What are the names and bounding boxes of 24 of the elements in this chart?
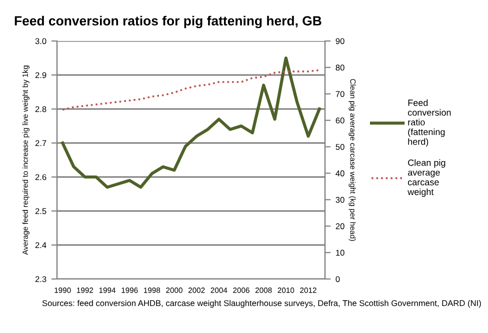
y2-tick-label: 20 (336, 223, 344, 230)
y2-tick-label: 40 (336, 170, 344, 176)
y2-tick-label: 60 (336, 118, 344, 124)
chart-title: Feed conversion ratios for pig fattening herd, GB (14, 16, 322, 28)
y2-tick-label: 90 (336, 38, 344, 44)
line-series (62, 69, 320, 111)
y2-tick-label: 70 (336, 91, 344, 97)
legend-label: Clean pig average carcase weight (408, 159, 446, 197)
y-tick-label: 2.7 (35, 140, 46, 146)
y-tick-label: 2.5 (35, 208, 46, 214)
y-tick-label: 2.6 (35, 174, 46, 180)
y-tick-label: 2.4 (35, 242, 46, 248)
y-tick-label: 2.8 (35, 106, 46, 112)
y2-tick-label: 80 (336, 64, 344, 71)
y2-tick-label: 0 (336, 276, 340, 282)
y-tick-label: 3.0 (35, 38, 46, 44)
y2-tick-label: 50 (336, 144, 344, 150)
y2-tick-label: 10 (336, 250, 344, 256)
y2-tick-label: 30 (336, 196, 344, 203)
source-note: Sources: feed conversion AHDB, carcase weight Slaughterhouse surveys, Defra, The Scottish Government, DARD (NI) (42, 300, 481, 308)
line-series (61, 56, 321, 189)
legend-label: Feed conversion ratio (fattening herd) (408, 99, 451, 147)
y-tick-label: 2.9 (35, 72, 46, 78)
y-tick-label: 2.3 (35, 276, 46, 282)
